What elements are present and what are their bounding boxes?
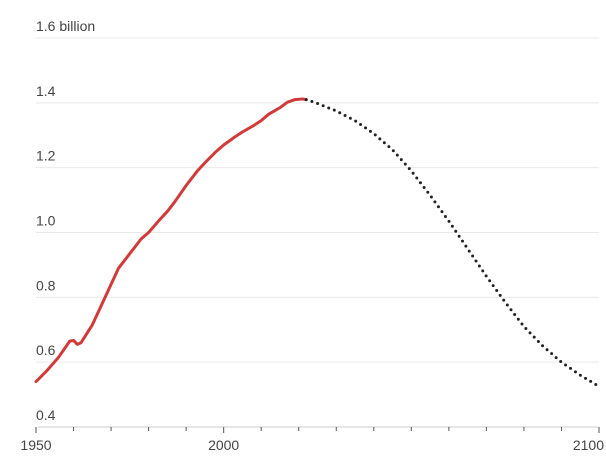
y-tick-label: 1.4 bbox=[36, 83, 56, 99]
y-tick-label: 1.2 bbox=[36, 148, 56, 164]
x-axis: 1950 2000 2100 bbox=[20, 426, 604, 453]
y-tick-label: 1.0 bbox=[36, 213, 56, 229]
y-tick-label: 0.6 bbox=[36, 342, 56, 358]
x-tick-label: 2100 bbox=[573, 437, 604, 453]
historical-solid-line bbox=[34, 97, 308, 384]
projection-dotted-line bbox=[304, 98, 601, 388]
x-tick-label: 1950 bbox=[20, 437, 51, 453]
y-tick-label: 1.6 billion bbox=[36, 18, 95, 34]
y-tick-label: 0.8 bbox=[36, 277, 56, 293]
x-tick-label: 2000 bbox=[208, 437, 239, 453]
y-tick-label: 0.4 bbox=[36, 407, 56, 423]
y-axis-labels: 0.4 0.6 0.8 1.0 1.2 1.4 1.6 billion bbox=[36, 18, 95, 423]
series-lines bbox=[34, 97, 601, 388]
